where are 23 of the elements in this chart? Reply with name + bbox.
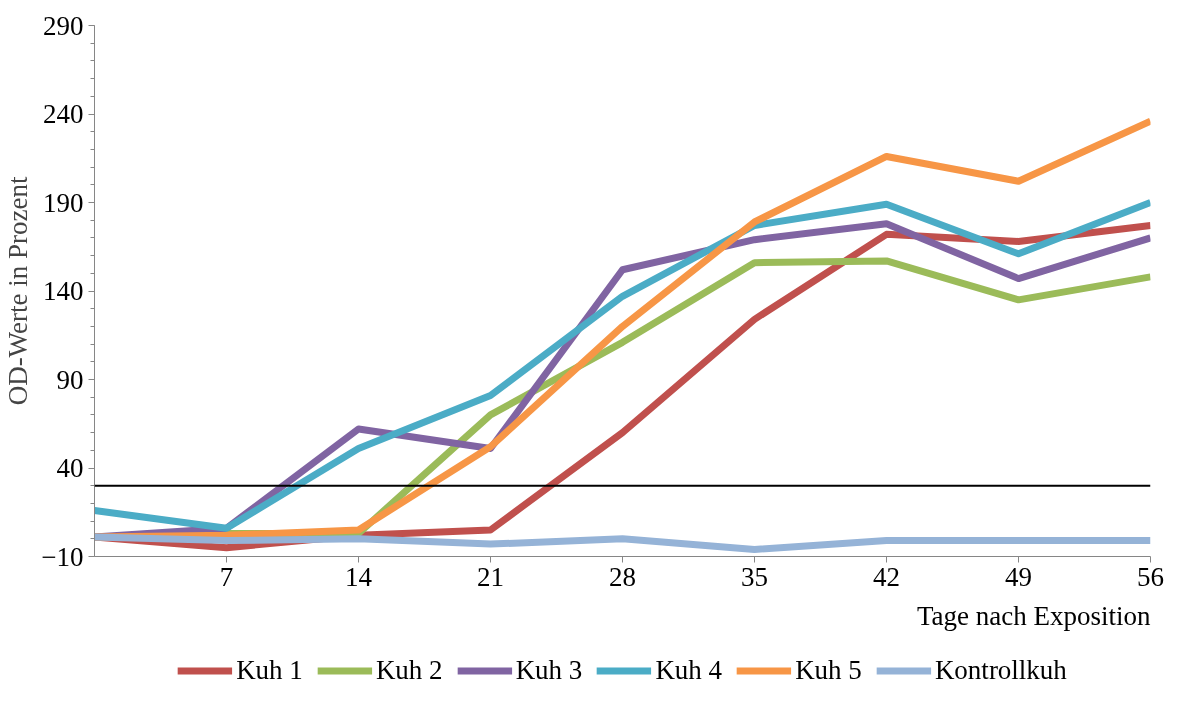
y-tick-label: 290 (43, 10, 84, 41)
x-tick-label: 14 (345, 561, 373, 592)
legend-label: Kuh 3 (515, 654, 583, 686)
legend-label: Kuh 1 (236, 654, 303, 686)
x-tick-label: 7 (219, 561, 234, 592)
x-tick-label: 21 (477, 561, 504, 592)
y-tick-label: 240 (43, 99, 84, 129)
x-tick-label: 49 (1005, 561, 1032, 592)
y-tick-label: 190 (43, 187, 84, 218)
y-tick-label: 90 (56, 364, 84, 395)
y-tick-label: 40 (56, 453, 84, 483)
x-tick-label: 35 (741, 561, 768, 592)
x-tick-label: 28 (609, 561, 636, 592)
y-tick-label: −10 (41, 541, 84, 572)
y-axis-title: OD-Werte in Prozent (3, 176, 34, 406)
x-tick-label: 42 (873, 561, 900, 592)
legend-label: Kuh 4 (655, 654, 723, 686)
x-axis-title: Tage nach Exposition (916, 600, 1151, 631)
x-tick-label: 56 (1137, 561, 1164, 592)
y-tick-label: 140 (43, 276, 84, 306)
legend-label: Kuh 2 (375, 654, 443, 686)
legend-label: Kuh 5 (795, 654, 862, 686)
legend-label: Kontrollkuh (934, 654, 1067, 686)
